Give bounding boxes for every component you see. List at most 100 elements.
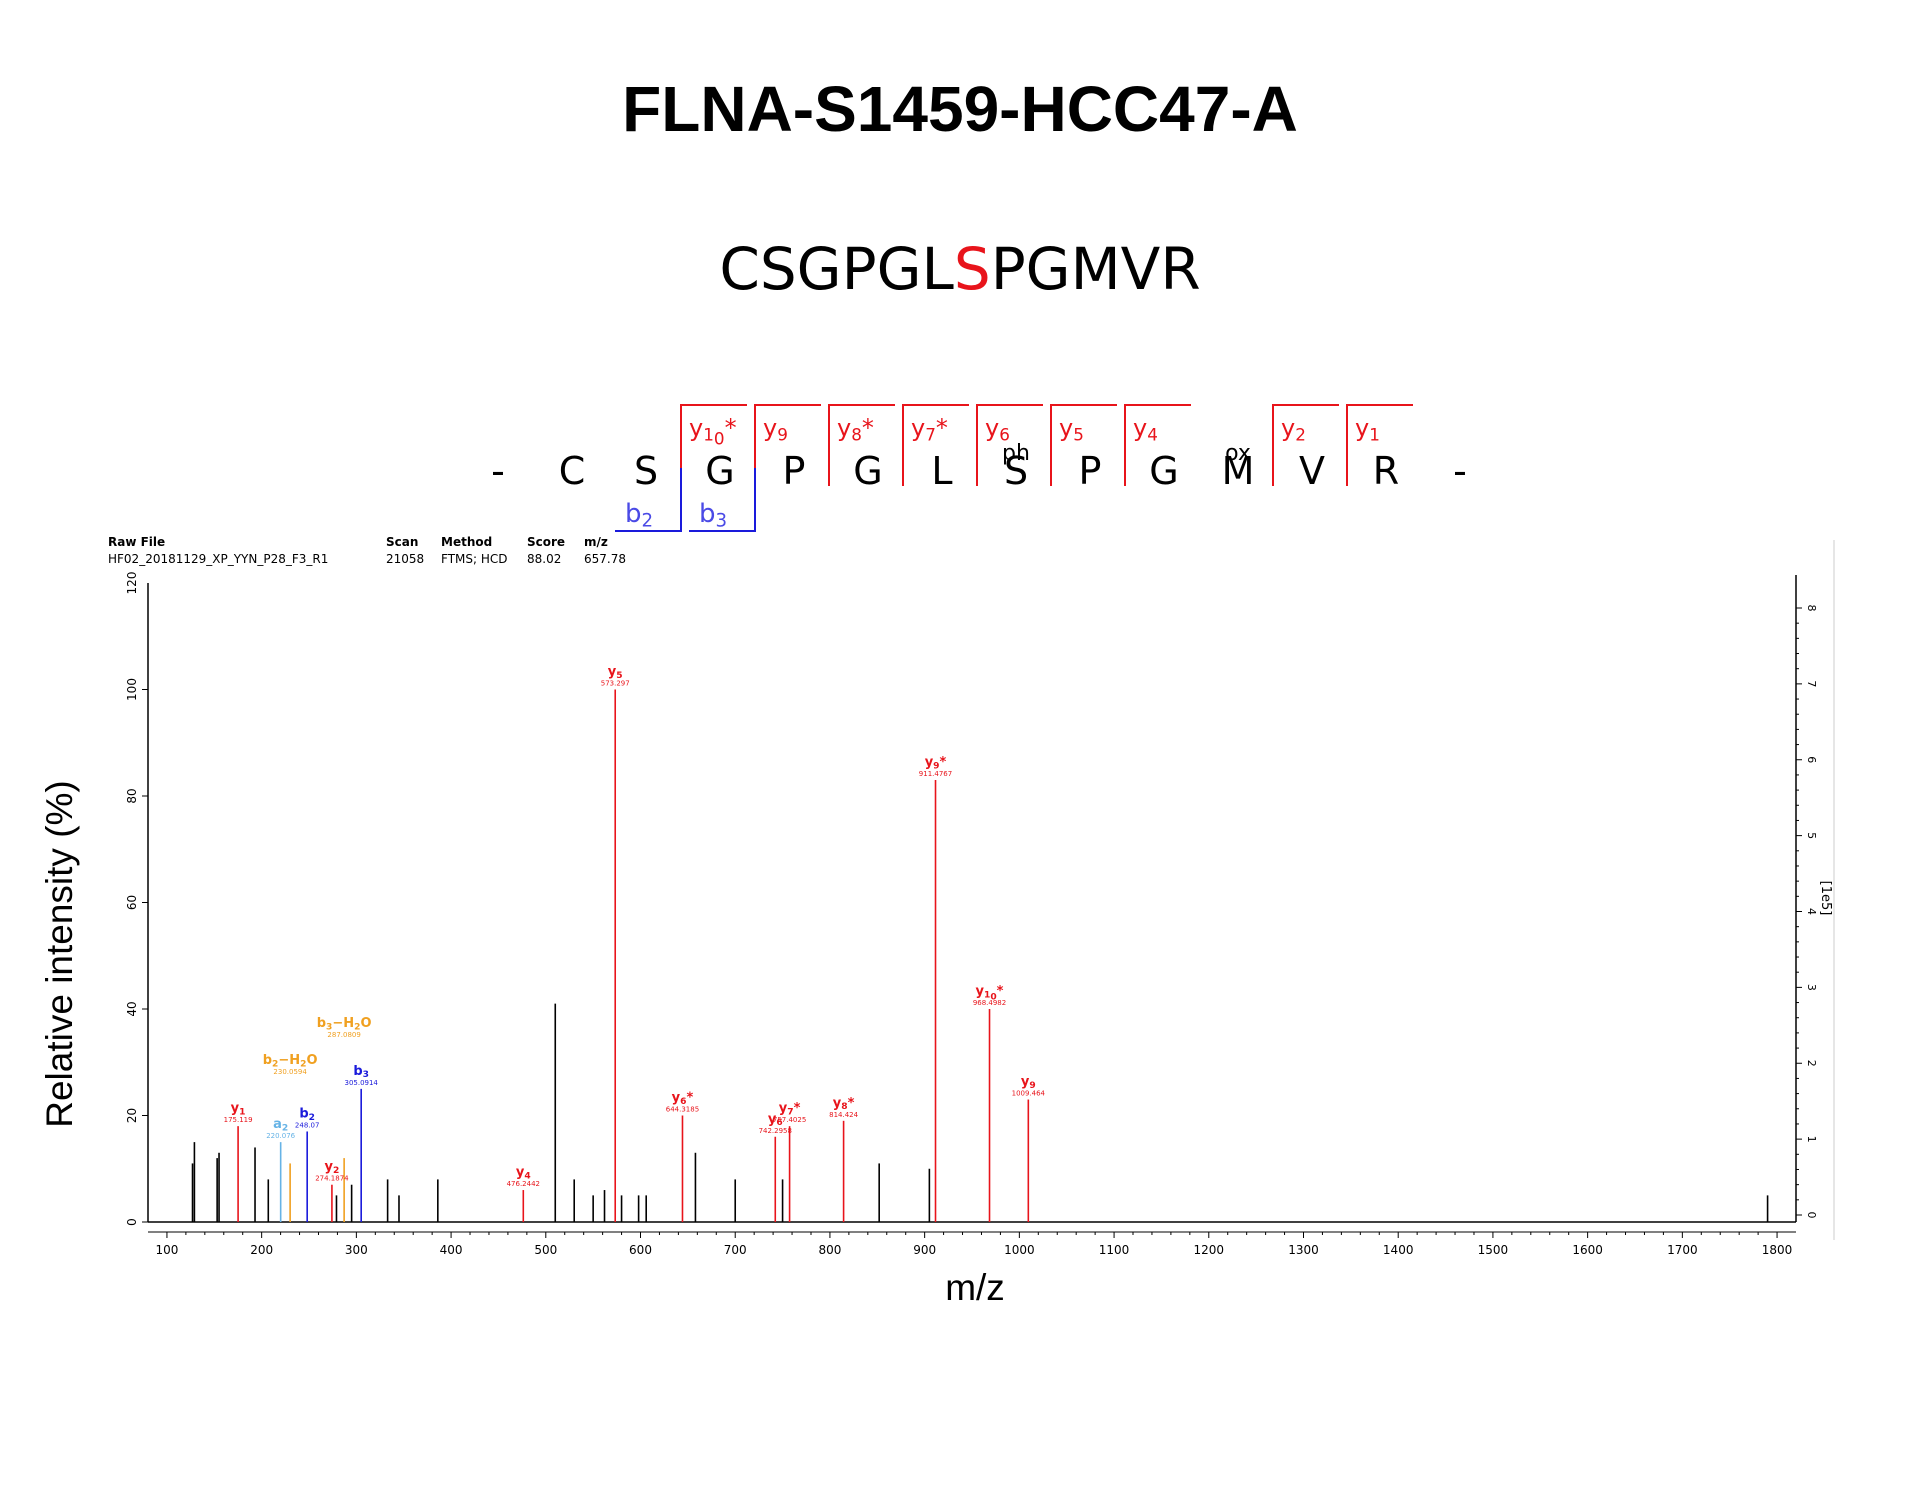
peak-label: y6* xyxy=(672,1091,694,1107)
x-tick-label: 500 xyxy=(534,1243,557,1257)
peak-mz-label: 287.0809 xyxy=(327,1031,360,1039)
y-axis-ticks: 0 20 40 60 80 100 120 xyxy=(125,572,148,1226)
peak-label: b2−H2O xyxy=(263,1053,318,1069)
figure-title: FLNA-S1459-HCC47-A xyxy=(622,73,1298,145)
residue: R xyxy=(1373,449,1399,493)
scan-metadata: Raw File HF02_20181129_XP_YYN_P28_F3_R1 … xyxy=(108,535,626,566)
y2-axis-title: [1e5] xyxy=(1818,881,1833,916)
y-ion-bracket xyxy=(1346,404,1413,486)
phospho-site: S xyxy=(953,235,991,303)
peak-label: y2 xyxy=(325,1160,340,1176)
b-ion-bracket xyxy=(615,468,682,532)
y-ion-bracket xyxy=(828,404,895,486)
y2-axis-ticks: 0 1 2 3 4 5 6 7 8 xyxy=(1796,605,1818,1219)
peak-mz-label: 230.0594 xyxy=(273,1068,307,1076)
x-tick-label: 200 xyxy=(250,1243,273,1257)
y2-tick-label: 1 xyxy=(1805,1136,1818,1143)
y2-tick-label: 6 xyxy=(1805,756,1818,763)
peak-mz-label: 911.4767 xyxy=(919,770,952,778)
peptide-after-site: PGMVR xyxy=(990,235,1201,303)
residue: G xyxy=(705,449,734,493)
y-ion-bracket xyxy=(1272,404,1339,486)
y-tick-label: 20 xyxy=(125,1108,139,1123)
y-ion-label: y9 xyxy=(763,414,788,444)
y-ion-bracket xyxy=(902,404,969,486)
x-tick-label: 1500 xyxy=(1478,1243,1509,1257)
y-ion-label: y1 xyxy=(1355,414,1380,444)
y2-tick-label: 0 xyxy=(1805,1212,1818,1219)
peak-label: y6 xyxy=(768,1112,783,1128)
residue: - xyxy=(491,449,505,493)
y2-tick-label: 8 xyxy=(1805,605,1818,612)
y-tick-label: 60 xyxy=(125,895,139,910)
y-ion-bracket xyxy=(976,404,1043,486)
peak-mz-label: 1009.464 xyxy=(1012,1090,1046,1098)
peptide-before-site: CSGPGL xyxy=(719,235,954,303)
peak-label: y7* xyxy=(779,1101,801,1117)
y-ion-label: y6 xyxy=(985,414,1010,444)
x-axis-title: m/z xyxy=(945,1267,1005,1308)
mz-label: m/z xyxy=(584,535,608,549)
y-ion-label: y2 xyxy=(1281,414,1306,444)
y-ion-bracket xyxy=(680,404,747,486)
peak-mz-label: 757.4025 xyxy=(773,1116,806,1124)
method-label: Method xyxy=(441,535,492,549)
peak-label: y10* xyxy=(976,984,1004,1003)
peak-mz-label: 220.076 xyxy=(266,1132,295,1140)
peak-mz-label: 175.119 xyxy=(224,1116,253,1124)
peak-mz-label: 274.1874 xyxy=(315,1175,349,1183)
x-tick-label: 1800 xyxy=(1762,1243,1793,1257)
residue: L xyxy=(931,449,952,493)
y-tick-label: 0 xyxy=(125,1218,139,1226)
peptide-sequence: CSGPGLSPGMVR xyxy=(0,235,1920,303)
x-tick-label: 1700 xyxy=(1667,1243,1698,1257)
y-axis-title: Relative intensity (%) xyxy=(39,780,80,1128)
peak-mz-label: 248.07 xyxy=(295,1121,320,1129)
x-tick-label: 400 xyxy=(440,1243,463,1257)
peak-label: y9 xyxy=(1021,1075,1036,1091)
peak-label: b3 xyxy=(353,1064,369,1080)
scan-value: 21058 xyxy=(386,552,424,566)
residue: G xyxy=(1149,449,1178,493)
y-ion-label: y5 xyxy=(1059,414,1084,444)
x-tick-label: 1100 xyxy=(1099,1243,1130,1257)
x-tick-label: 100 xyxy=(155,1243,178,1257)
residue: G xyxy=(853,449,882,493)
residue: C xyxy=(559,449,586,493)
x-tick-label: 1400 xyxy=(1383,1243,1414,1257)
peak-label: y4 xyxy=(516,1165,531,1181)
peak-mz-label: 476.2442 xyxy=(507,1180,540,1188)
residue: P xyxy=(783,449,806,493)
x-tick-label: 900 xyxy=(913,1243,936,1257)
peak-label: y1 xyxy=(231,1101,246,1117)
peak-label: y9* xyxy=(925,755,947,771)
y-ion-bracket xyxy=(1124,404,1191,486)
x-tick-label: 1600 xyxy=(1572,1243,1603,1257)
score-label: Score xyxy=(527,535,565,549)
peak-label: b2 xyxy=(299,1106,315,1122)
method-value: FTMS; HCD xyxy=(441,552,508,566)
mz-value: 657.78 xyxy=(584,552,626,566)
y2-tick-label: 7 xyxy=(1805,680,1818,687)
peak-label: a2 xyxy=(273,1117,288,1133)
residue: - xyxy=(1453,449,1467,493)
raw-file-value: HF02_20181129_XP_YYN_P28_F3_R1 xyxy=(108,552,328,566)
y-ion-label: y4 xyxy=(1133,414,1158,444)
y-tick-label: 40 xyxy=(125,1001,139,1016)
x-tick-label: 700 xyxy=(724,1243,747,1257)
residue: S xyxy=(1004,449,1028,493)
y-tick-label-top: 120 xyxy=(125,572,139,595)
residue: V xyxy=(1299,449,1325,493)
peak-mz-label: 742.2958 xyxy=(759,1127,792,1135)
y-tick-label: 80 xyxy=(125,788,139,803)
peak-mz-label: 814.424 xyxy=(829,1111,858,1119)
y2-tick-label: 5 xyxy=(1805,832,1818,839)
raw-file-label: Raw File xyxy=(108,535,165,549)
peak-label: y8* xyxy=(833,1096,855,1112)
x-tick-label: 1000 xyxy=(1004,1243,1035,1257)
scan-label: Scan xyxy=(386,535,418,549)
b-ion-label: b2 xyxy=(625,499,653,532)
y-ion-label: y8* xyxy=(837,414,874,444)
